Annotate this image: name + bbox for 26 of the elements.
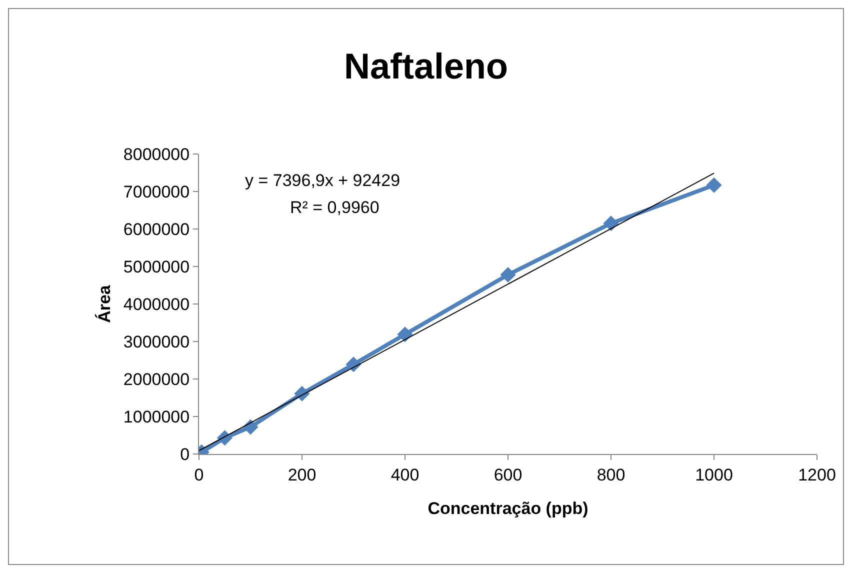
y-tick-label: 3000000: [123, 332, 190, 352]
y-tick-label: 1000000: [123, 407, 190, 426]
y-axis-title: Área: [94, 284, 114, 323]
chart-title: Naftaleno: [344, 46, 508, 87]
x-axis-title: Concentração (ppb): [428, 498, 588, 518]
x-tick-label: 600: [494, 465, 522, 484]
x-tick-label: 1200: [798, 465, 836, 484]
x-tick-label: 400: [390, 465, 420, 484]
annotation: y = 7396,9x + 92429: [245, 171, 400, 190]
y-tick-label: 6000000: [123, 220, 190, 239]
y-tick-label: 0: [180, 444, 190, 464]
x-tick-label: 0: [194, 465, 204, 484]
y-tick-label: 4000000: [123, 294, 190, 314]
point: [500, 266, 516, 283]
point: [603, 216, 619, 232]
annotation: R² = 0,9960: [290, 198, 380, 217]
point: [397, 326, 413, 342]
x-tick-label: 1000: [695, 465, 733, 484]
point: [216, 430, 233, 446]
y-tick-label: 2000000: [123, 370, 190, 389]
x-tick-label: 200: [288, 465, 316, 484]
x-tick-label: 800: [596, 465, 626, 484]
point: [706, 177, 722, 193]
y-tick-label: 8000000: [123, 144, 190, 164]
y-tick-label: 5000000: [123, 257, 190, 276]
y-tick-label: 7000000: [123, 182, 190, 202]
